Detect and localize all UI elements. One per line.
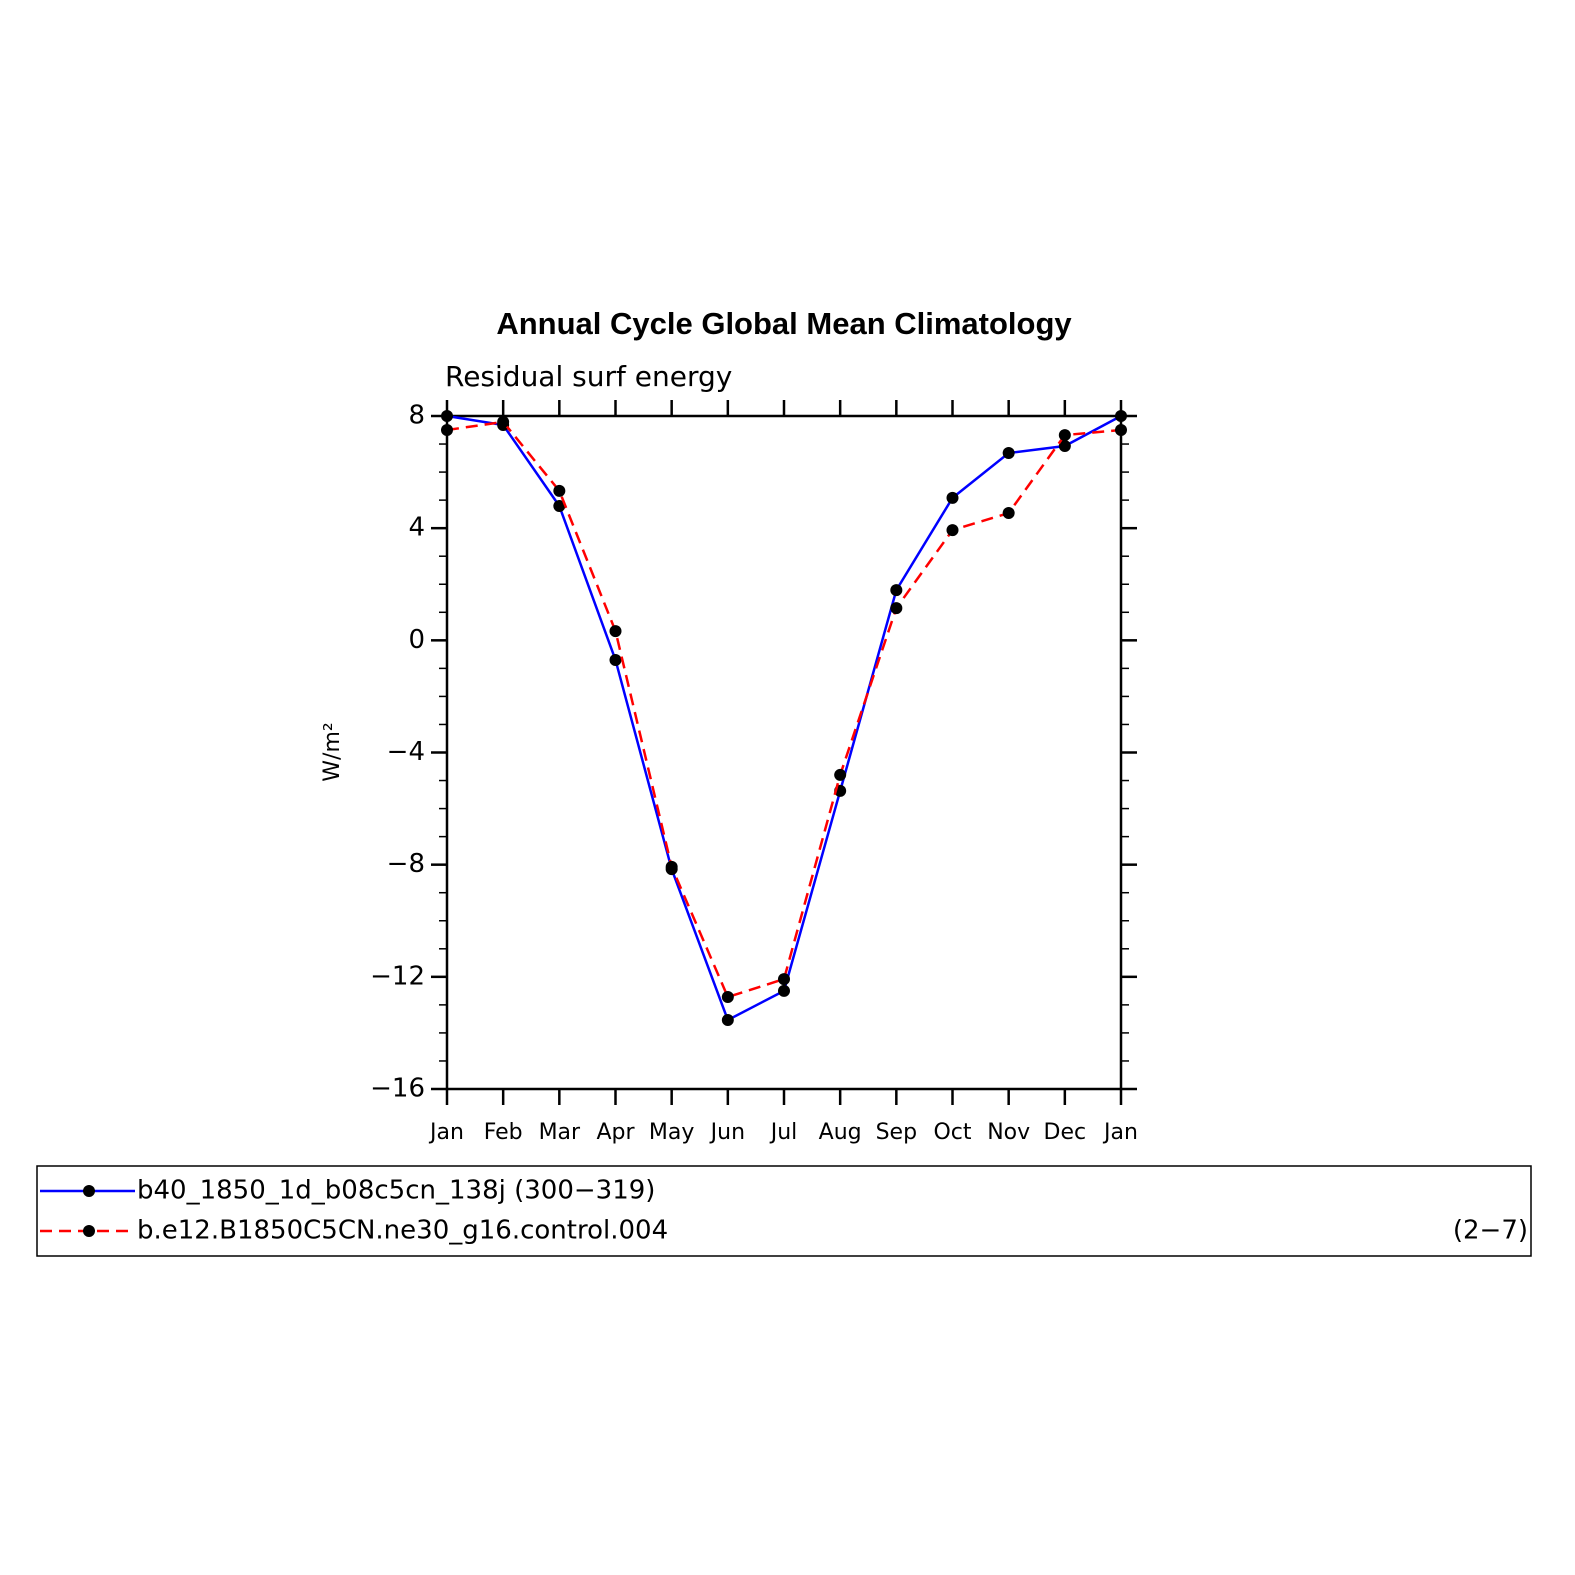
data-point bbox=[1002, 507, 1015, 520]
y-tick-label: −8 bbox=[387, 849, 425, 879]
x-tick-label: Jul bbox=[769, 1120, 798, 1145]
y-axis-label: W/m² bbox=[320, 722, 345, 781]
data-point bbox=[721, 1014, 734, 1027]
legend-marker bbox=[83, 1225, 95, 1237]
data-point bbox=[946, 524, 959, 537]
data-point bbox=[890, 584, 903, 597]
x-tick-label: Jan bbox=[1102, 1120, 1138, 1145]
y-tick-label: 0 bbox=[408, 625, 425, 655]
series-line bbox=[446, 414, 1122, 1022]
data-point bbox=[778, 984, 790, 997]
x-tick-label: Dec bbox=[1044, 1120, 1087, 1145]
data-point bbox=[1115, 424, 1127, 437]
annotation: (2−7) bbox=[1453, 1216, 1528, 1246]
x-tick-label: Sep bbox=[876, 1120, 917, 1145]
data-point bbox=[609, 653, 622, 666]
legend-marker bbox=[83, 1185, 95, 1197]
x-tick-label: Apr bbox=[596, 1120, 635, 1145]
data-point bbox=[1115, 410, 1127, 422]
x-tick-label: Jun bbox=[709, 1120, 745, 1145]
y-tick-label: −12 bbox=[370, 961, 425, 991]
data-point bbox=[946, 491, 959, 504]
x-tick-label: Feb bbox=[484, 1120, 523, 1145]
x-tick-label: Aug bbox=[819, 1120, 862, 1145]
data-point bbox=[778, 973, 790, 986]
data-point bbox=[1058, 440, 1071, 453]
chart-title: Annual Cycle Global Mean Climatology bbox=[496, 306, 1072, 341]
data-point bbox=[441, 424, 453, 437]
chart-subtitle: Residual surf energy bbox=[445, 360, 732, 393]
y-tick-label: 4 bbox=[408, 513, 425, 543]
data-point bbox=[553, 484, 566, 497]
x-tick-label: Mar bbox=[539, 1120, 581, 1145]
y-tick-label: 8 bbox=[408, 401, 425, 431]
data-point bbox=[665, 860, 678, 873]
x-tick-label: Nov bbox=[987, 1120, 1030, 1145]
x-tick-label: Oct bbox=[933, 1120, 971, 1145]
legend-label: b40_1850_1d_b08c5cn_138j (300−319) bbox=[137, 1176, 655, 1206]
data-point bbox=[890, 602, 903, 615]
legend-box bbox=[36, 1165, 1532, 1257]
y-tick-label: −16 bbox=[370, 1074, 425, 1104]
data-point bbox=[497, 415, 510, 428]
data-point bbox=[721, 991, 734, 1004]
data-point bbox=[1002, 447, 1015, 460]
y-tick-label: −4 bbox=[387, 737, 425, 767]
data-point bbox=[834, 768, 847, 781]
data-point bbox=[441, 410, 453, 422]
x-tick-label: May bbox=[649, 1120, 694, 1145]
data-point bbox=[1058, 429, 1071, 442]
legend-label: b.e12.B1850C5CN.ne30_g16.control.004 bbox=[137, 1216, 668, 1246]
x-tick-label: Jan bbox=[428, 1120, 464, 1145]
data-point bbox=[609, 625, 622, 638]
data-point bbox=[553, 500, 566, 513]
series-line bbox=[446, 420, 1122, 999]
